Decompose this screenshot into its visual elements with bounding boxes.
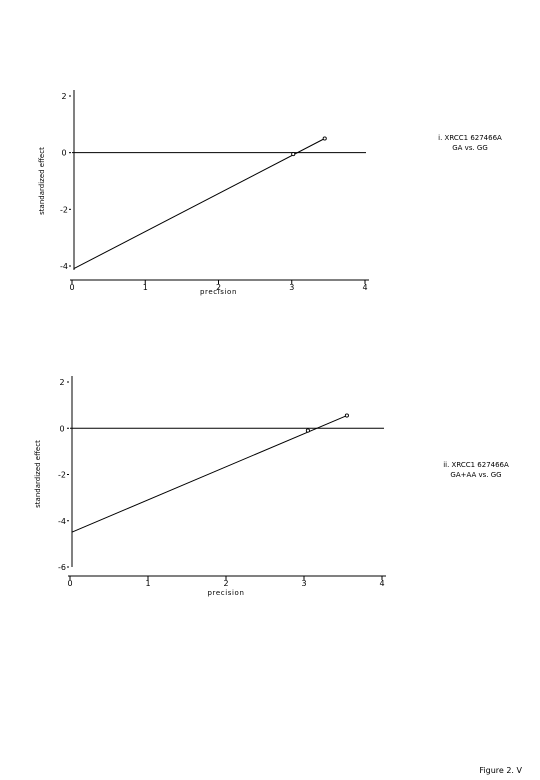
y-tick-label: 2: [59, 378, 64, 387]
data-point: [322, 136, 327, 141]
y-tick-label: 0: [61, 149, 66, 158]
y-tick-label: -6: [58, 563, 66, 572]
y-axis-title: standardized effect: [34, 440, 42, 508]
regression-line: [71, 415, 348, 533]
x-tick-label: 1: [145, 579, 150, 588]
regression-line: [73, 138, 325, 270]
y-tick-label: 0: [59, 424, 64, 433]
x-tick-label: 3: [301, 579, 306, 588]
annotation-line: GA+AA vs. GG: [450, 471, 501, 479]
annotation-line: GA vs. GG: [452, 144, 488, 152]
y-tick-label: -4: [58, 517, 66, 526]
x-tick-label: 3: [289, 283, 294, 292]
x-tick-label: 0: [67, 579, 72, 588]
funnel-chart-1: 2 0 -2 -4 0 1 2 3 4 precision standardized effect i…: [38, 90, 502, 296]
x-tick-label: 2: [223, 579, 228, 588]
annotation-line: i. XRCC1 627466A: [438, 134, 502, 142]
data-point: [305, 428, 310, 433]
annotation-line: ii. XRCC1 627466A: [443, 461, 509, 469]
x-tick-label: 4: [362, 283, 367, 292]
x-axis-title: precision: [200, 288, 237, 296]
data-point: [291, 152, 296, 157]
x-tick-label: 1: [143, 283, 148, 292]
y-tick-label: -2: [58, 471, 66, 480]
y-tick-label: 2: [61, 92, 66, 101]
x-tick-label: 0: [69, 283, 74, 292]
data-point: [344, 413, 349, 418]
x-tick-label: 4: [379, 579, 384, 588]
y-tick-label: -4: [60, 262, 68, 271]
figure-label: Figure 2. V: [479, 766, 522, 775]
y-axis-title: standardized effect: [38, 147, 46, 215]
x-tick-label: 2: [216, 283, 221, 292]
y-tick-label: -2: [60, 205, 68, 214]
x-axis-title: precision: [208, 589, 245, 597]
